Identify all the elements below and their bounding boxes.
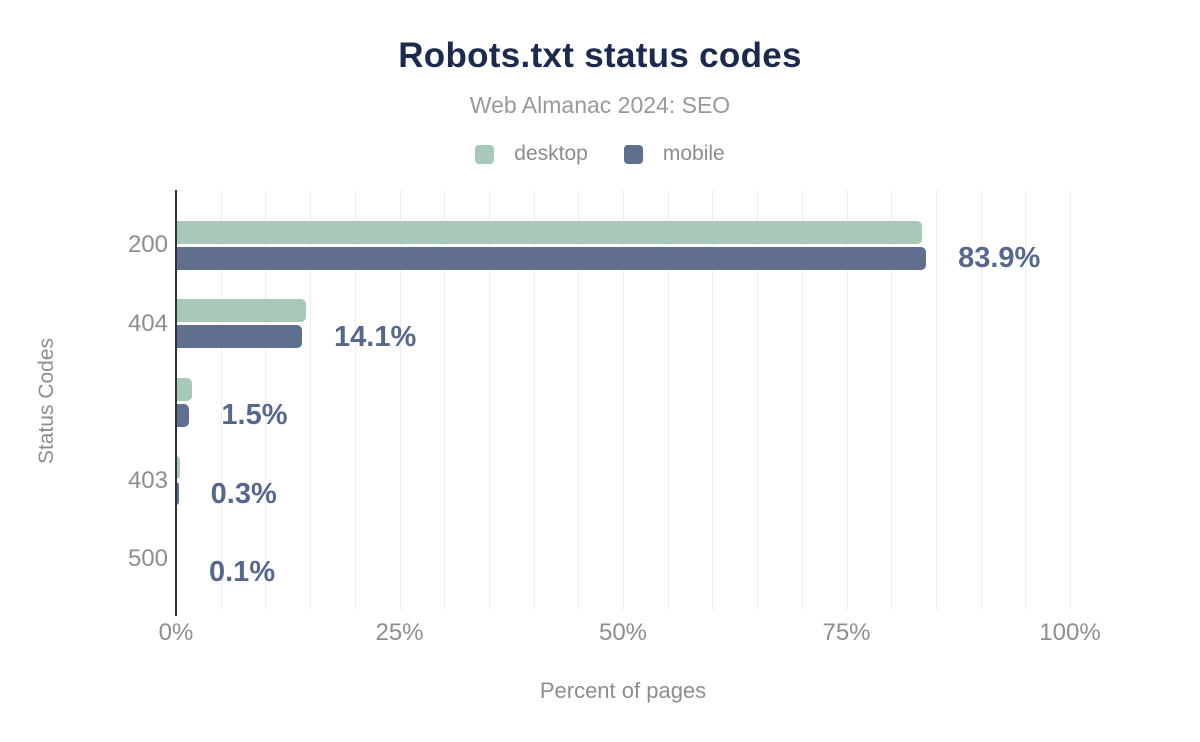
y-tick-403: 403 <box>127 466 168 494</box>
gridline <box>847 190 848 610</box>
y-tick-200: 200 <box>127 231 168 258</box>
legend-label-desktop: desktop <box>514 142 588 165</box>
legend-item-desktop: desktop <box>475 142 588 166</box>
desktop-swatch-icon <box>475 144 495 164</box>
legend: desktop mobile <box>0 142 1200 166</box>
gridline <box>757 190 758 610</box>
gridline <box>534 190 535 610</box>
gridline <box>221 190 222 610</box>
legend-item-mobile: mobile <box>623 142 725 166</box>
bar-desktop-403[interactable] <box>176 456 181 479</box>
gridline <box>712 190 713 610</box>
x-tick-50pct: 50% <box>598 619 648 646</box>
x-tick-25pct: 25% <box>375 619 424 646</box>
x-tick-75pct: 75% <box>822 619 871 646</box>
y-tick-404: 404 <box>127 309 168 337</box>
gridline <box>444 190 445 610</box>
gridline <box>802 190 803 610</box>
gridline <box>936 190 937 610</box>
gridline <box>623 190 624 610</box>
bar-mobile-403[interactable] <box>176 482 179 505</box>
gridline <box>1070 190 1071 610</box>
data-label-500: 0.1% <box>209 556 276 588</box>
bar-mobile-404[interactable] <box>176 325 303 348</box>
gridline <box>578 190 579 610</box>
data-label-403: 0.3% <box>210 477 277 510</box>
chart-subtitle: Web Almanac 2024: SEO <box>469 92 731 118</box>
x-tick-100pct: 100% <box>1039 619 1101 646</box>
bar-mobile-row2[interactable] <box>176 403 190 427</box>
gridline <box>668 190 669 610</box>
gridline <box>265 190 266 610</box>
bar-desktop-200[interactable] <box>176 220 923 244</box>
bar-mobile-200[interactable] <box>176 246 927 270</box>
gridline <box>489 190 490 610</box>
x-tick-0pct: 0% <box>158 619 194 646</box>
gridline <box>981 190 982 610</box>
data-label-404: 14.1% <box>334 320 417 353</box>
bar-desktop-404[interactable] <box>176 299 306 322</box>
y-tick-500: 500 <box>127 545 168 572</box>
data-label-row2: 1.5% <box>221 399 288 431</box>
gridline <box>310 190 311 610</box>
gridline <box>1025 190 1026 610</box>
data-label-200: 83.9% <box>958 242 1041 274</box>
mobile-swatch-icon <box>623 144 643 164</box>
gridline <box>355 190 356 610</box>
bar-desktop-row2[interactable] <box>176 377 193 401</box>
y-axis-title: Status Codes <box>35 337 58 465</box>
x-axis-title: Percent of pages <box>539 678 707 703</box>
chart-title: Robots.txt status codes <box>398 36 802 75</box>
gridline <box>891 190 892 610</box>
y-axis-line <box>175 190 177 616</box>
legend-label-mobile: mobile <box>662 142 725 165</box>
gridline <box>400 190 401 610</box>
plot-area: 83.9% 14.1% 1.5% 0.3% 0.1% <box>176 190 1071 610</box>
